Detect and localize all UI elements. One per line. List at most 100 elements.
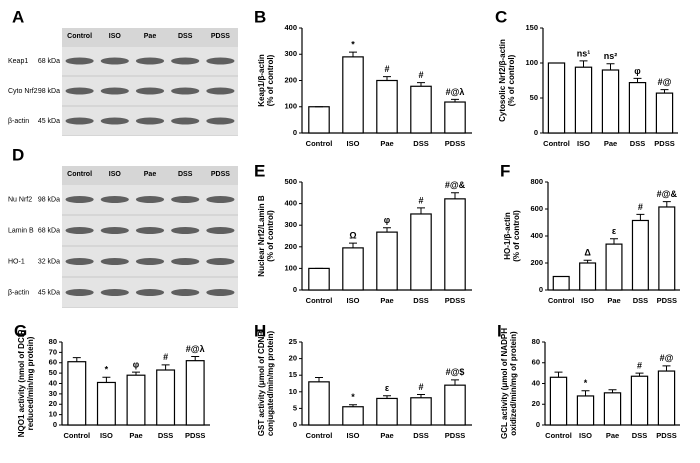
y-tick-label: 200	[530, 258, 543, 267]
blot-band	[65, 258, 94, 265]
y-axis-label: GST activity (μmol of CDNB	[257, 331, 266, 437]
annotation: *	[584, 378, 588, 388]
x-tick-label: ISO	[100, 431, 113, 440]
x-tick-label: DSS	[413, 431, 428, 440]
error-bar	[349, 242, 357, 248]
y-tick-label: 50	[49, 368, 57, 377]
annotation: *	[351, 392, 355, 402]
annotation: ns²	[604, 51, 618, 61]
y-axis-label: (% of control)	[507, 54, 516, 106]
annotation: ε	[385, 383, 390, 393]
annotation: #@$	[446, 367, 465, 377]
bar	[342, 56, 364, 134]
bar	[605, 243, 623, 291]
annotation: #@&	[657, 189, 678, 199]
x-tick-label: Pae	[380, 296, 393, 305]
panel-letter: B	[254, 7, 266, 26]
y-tick-label: 300	[284, 220, 297, 229]
annotation: #	[384, 64, 389, 74]
bar	[308, 106, 330, 134]
x-tick-label: PDSS	[445, 296, 465, 305]
blot-band	[171, 227, 200, 234]
bar	[579, 262, 597, 291]
lane-label: PDSS	[211, 33, 230, 40]
panel-letter: H	[254, 321, 266, 340]
y-tick-label: 300	[284, 49, 297, 58]
bar	[628, 81, 647, 134]
error-bar	[581, 390, 590, 396]
bar	[576, 395, 595, 426]
y-tick-label: 10	[289, 387, 297, 396]
y-tick-label: 80	[49, 337, 57, 346]
error-bar	[451, 98, 459, 103]
panel-letter: A	[12, 7, 24, 26]
blot-band	[65, 227, 94, 234]
x-tick-label: DSS	[632, 431, 647, 440]
blot-band	[65, 87, 94, 95]
error-bar	[417, 82, 425, 87]
x-tick-label: Pae	[380, 139, 393, 148]
y-axis-label: (% of control)	[266, 210, 275, 262]
bar	[410, 85, 432, 134]
x-tick-label: ISO	[347, 431, 360, 440]
blot-band	[206, 196, 235, 203]
annotation: ε	[612, 226, 617, 236]
x-tick-label: DSS	[413, 296, 428, 305]
x-tick-label: ISO	[347, 296, 360, 305]
annotation: ns¹	[577, 48, 591, 58]
bar	[630, 375, 649, 426]
x-tick-label: PDSS	[445, 139, 465, 148]
blot-band	[100, 227, 129, 234]
bar	[601, 69, 620, 134]
y-tick-label: 50	[530, 93, 538, 102]
bar	[376, 231, 398, 291]
panel-letter: D	[12, 145, 24, 164]
y-tick-label: 0	[293, 128, 297, 137]
y-tick-label: 5	[293, 403, 297, 412]
error-bar	[417, 207, 425, 214]
bar	[156, 369, 176, 426]
size-label: 45 kDa	[38, 289, 60, 296]
y-tick-label: 20	[49, 399, 57, 408]
x-tick-label: ISO	[581, 296, 594, 305]
lane-label: DSS	[178, 33, 193, 40]
bar	[655, 92, 674, 134]
y-axis-label: Keap1/β-actin	[257, 54, 266, 107]
x-tick-label: PDSS	[654, 139, 674, 148]
y-axis-label: Cytosolic Nrf2/β-actin	[498, 39, 507, 122]
y-tick-label: 800	[530, 177, 543, 186]
size-label: 32 kDa	[38, 258, 60, 265]
error-bar	[451, 192, 459, 199]
y-tick-label: 150	[525, 23, 538, 32]
error-bar	[636, 213, 645, 221]
error-bar	[610, 238, 618, 245]
x-tick-label: ISO	[579, 431, 592, 440]
blot-band	[171, 117, 200, 125]
x-tick-label: DSS	[630, 139, 645, 148]
y-axis-label: Nuclear Nrf2/Lamin B	[257, 195, 266, 277]
y-tick-label: 25	[289, 337, 297, 346]
y-tick-label: 40	[49, 378, 57, 387]
bar	[342, 247, 364, 291]
error-bar	[383, 76, 391, 81]
annotation: #	[637, 361, 642, 371]
blot-band	[135, 87, 165, 95]
x-tick-label: PDSS	[185, 431, 205, 440]
error-bar	[102, 376, 111, 383]
annotation: #@	[660, 353, 674, 363]
size-label: 98 kDa	[38, 88, 60, 95]
error-bar	[349, 404, 357, 407]
y-axis-label: HO-1/β-actin	[503, 212, 512, 260]
lane-label: Control	[67, 33, 92, 40]
size-label: 45 kDa	[38, 118, 60, 125]
y-tick-label: 60	[532, 358, 540, 367]
blot-band	[100, 57, 129, 65]
blot-band	[206, 57, 235, 65]
y-tick-label: 0	[293, 285, 297, 294]
error-bar	[662, 365, 671, 372]
y-axis-label: (% of control)	[512, 210, 521, 262]
bar	[444, 198, 466, 291]
bar	[96, 381, 116, 426]
bar	[657, 370, 676, 426]
